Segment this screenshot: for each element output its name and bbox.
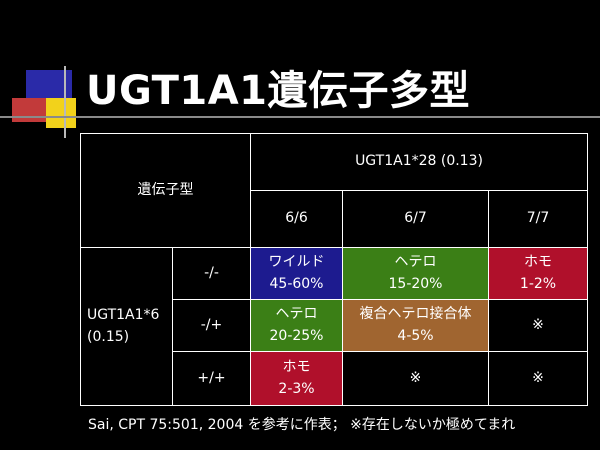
header-row-1: 遺伝子型 UGT1A1*28 (0.13) — [80, 133, 589, 248]
decor-vertical-line — [64, 66, 66, 138]
cell-homo: ホモ 1-2% — [487, 247, 589, 300]
rare-mark: ※ — [532, 369, 544, 386]
source-footnote: Sai, CPT 75:501, 2004 を参考に作表； ※存在しないか極めて… — [88, 417, 516, 433]
cell-hetero: ヘテロ 15-20% — [342, 247, 489, 300]
col-header-7-7: 7/7 — [487, 190, 589, 248]
table-row: -/+ ヘテロ 20-25% 複合ヘテロ接合体 4-5% ※ — [81, 299, 589, 352]
cell-value: 20-25% — [269, 327, 324, 344]
cell-label: ワイルド — [268, 253, 325, 270]
cell-homo: ホモ 2-3% — [250, 351, 343, 406]
cell-value: 15-20% — [388, 275, 443, 292]
col-header-6-7: 6/7 — [342, 190, 489, 248]
row-group-header-line1: UGT1A1*6 — [87, 306, 160, 323]
cell-rare: ※ — [342, 351, 489, 406]
cell-value: 1-2% — [519, 275, 557, 292]
decor-yellow-square — [46, 98, 76, 128]
table-row: UGT1A1*6 (0.15) -/- ワイルド 45-60% ヘテロ 15-2… — [80, 247, 589, 406]
row-genotype: +/+ — [172, 351, 251, 406]
cell-label: 複合ヘテロ接合体 — [359, 305, 472, 322]
cell-value: 45-60% — [269, 275, 324, 292]
cell-wild: ワイルド 45-60% — [250, 247, 343, 300]
row-group-header-cell: UGT1A1*6 (0.15) — [80, 247, 173, 406]
header-row-2: 6/6 6/7 7/7 — [81, 190, 589, 248]
row-genotype: -/+ — [172, 299, 251, 352]
cell-label: ヘテロ — [394, 253, 437, 270]
rare-mark: ※ — [532, 316, 544, 333]
cell-label: ヘテロ — [275, 305, 318, 322]
cell-label: ホモ — [524, 253, 553, 270]
slide-title: UGT1A1遺伝子多型 — [86, 68, 471, 114]
row-genotype: -/- — [172, 247, 251, 300]
decor-horizontal-rule — [0, 116, 600, 118]
rare-mark: ※ — [409, 369, 422, 386]
cell-rare: ※ — [487, 351, 589, 406]
cell-rare: ※ — [487, 299, 589, 352]
genotype-table: 遺伝子型 UGT1A1*28 (0.13) 6/6 6/7 7/7 UGT1A1… — [80, 133, 589, 406]
column-group-header-cell: UGT1A1*28 (0.13) — [249, 133, 589, 191]
col-header-6-6: 6/6 — [250, 190, 343, 248]
cell-compound-hetero: 複合ヘテロ接合体 4-5% — [342, 299, 489, 352]
row-group-header-line2: (0.15) — [87, 328, 130, 345]
genotype-header: 遺伝子型 — [137, 181, 194, 198]
cell-value: 2-3% — [278, 380, 315, 397]
cell-label: ホモ — [282, 358, 311, 375]
table-row: +/+ ホモ 2-3% ※ ※ — [81, 351, 589, 406]
genotype-header-cell: 遺伝子型 — [80, 133, 251, 248]
cell-hetero: ヘテロ 20-25% — [250, 299, 343, 352]
column-group-header: UGT1A1*28 (0.13) — [355, 153, 483, 170]
cell-value: 4-5% — [397, 327, 434, 344]
